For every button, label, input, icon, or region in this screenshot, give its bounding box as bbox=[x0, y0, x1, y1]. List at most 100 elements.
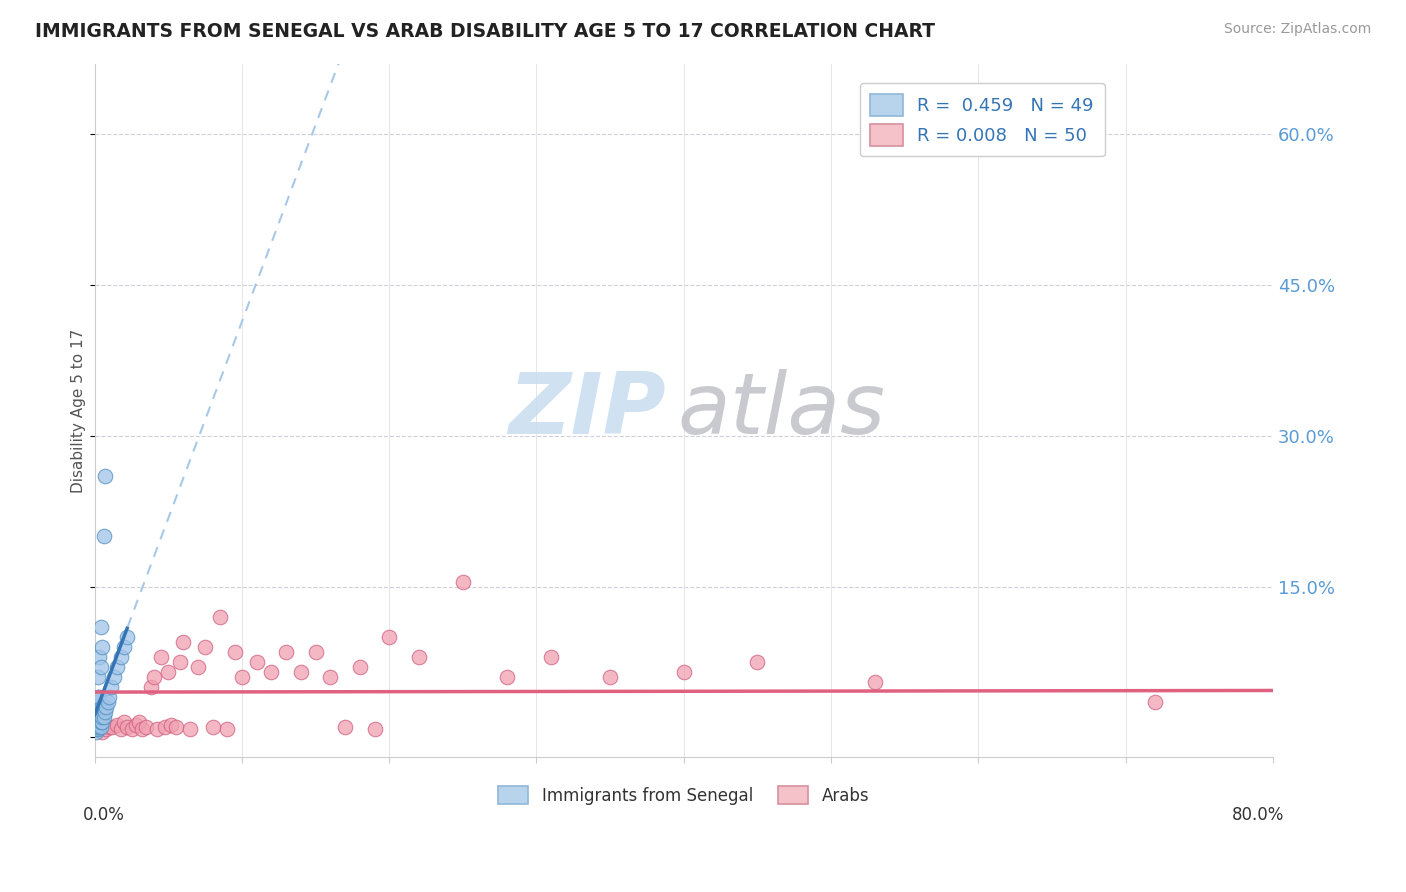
Point bbox=[84, 714, 107, 729]
Point bbox=[84, 700, 107, 714]
Point bbox=[496, 670, 519, 684]
Point bbox=[90, 720, 112, 734]
Point bbox=[86, 720, 108, 734]
Point bbox=[86, 670, 108, 684]
Point bbox=[84, 723, 107, 737]
Text: 0.0%: 0.0% bbox=[83, 806, 125, 824]
Point bbox=[110, 649, 132, 664]
Point bbox=[84, 705, 107, 719]
Text: 80.0%: 80.0% bbox=[1232, 806, 1285, 824]
Legend: Immigrants from Senegal, Arabs: Immigrants from Senegal, Arabs bbox=[492, 780, 876, 812]
Point bbox=[93, 529, 115, 543]
Point bbox=[100, 680, 122, 694]
Point bbox=[89, 710, 111, 724]
Point bbox=[112, 715, 135, 730]
Point bbox=[169, 655, 191, 669]
Point bbox=[89, 649, 111, 664]
Point bbox=[90, 715, 112, 730]
Point bbox=[179, 723, 201, 737]
Point bbox=[139, 680, 162, 694]
Point bbox=[90, 660, 112, 674]
Point bbox=[84, 695, 107, 709]
Point bbox=[98, 720, 121, 734]
Point bbox=[86, 712, 108, 726]
Point bbox=[93, 710, 115, 724]
Point bbox=[91, 725, 114, 739]
Point bbox=[94, 705, 117, 719]
Point bbox=[89, 705, 111, 719]
Point bbox=[105, 718, 128, 732]
Point bbox=[246, 655, 269, 669]
Point bbox=[84, 720, 107, 734]
Point bbox=[1143, 695, 1166, 709]
Point bbox=[89, 720, 111, 734]
Point bbox=[115, 630, 138, 644]
Point bbox=[160, 718, 183, 732]
Point bbox=[149, 649, 172, 664]
Point bbox=[89, 718, 111, 732]
Point bbox=[89, 715, 111, 730]
Point bbox=[157, 665, 180, 679]
Point bbox=[155, 720, 177, 734]
Point bbox=[599, 670, 621, 684]
Point bbox=[94, 469, 117, 483]
Point bbox=[86, 702, 108, 716]
Point bbox=[112, 640, 135, 654]
Point bbox=[187, 660, 209, 674]
Point bbox=[290, 665, 312, 679]
Point bbox=[84, 710, 107, 724]
Point bbox=[91, 710, 114, 724]
Text: Source: ZipAtlas.com: Source: ZipAtlas.com bbox=[1223, 22, 1371, 37]
Point bbox=[131, 723, 153, 737]
Point bbox=[103, 670, 125, 684]
Point bbox=[135, 720, 157, 734]
Text: atlas: atlas bbox=[678, 369, 886, 452]
Point bbox=[747, 655, 769, 669]
Point bbox=[86, 708, 108, 723]
Point bbox=[451, 574, 474, 589]
Point bbox=[231, 670, 253, 684]
Point bbox=[128, 715, 150, 730]
Point bbox=[378, 630, 401, 644]
Point bbox=[96, 723, 118, 737]
Point bbox=[86, 723, 108, 737]
Point bbox=[90, 620, 112, 634]
Point bbox=[194, 640, 217, 654]
Point bbox=[333, 720, 356, 734]
Point bbox=[217, 723, 239, 737]
Point bbox=[142, 670, 165, 684]
Point bbox=[349, 660, 371, 674]
Y-axis label: Disability Age 5 to 17: Disability Age 5 to 17 bbox=[72, 328, 86, 493]
Point bbox=[96, 700, 118, 714]
Point bbox=[86, 690, 108, 705]
Point bbox=[89, 690, 111, 705]
Text: ZIP: ZIP bbox=[509, 369, 666, 452]
Point bbox=[91, 700, 114, 714]
Point bbox=[115, 720, 138, 734]
Point bbox=[304, 645, 326, 659]
Point bbox=[125, 718, 148, 732]
Point bbox=[165, 720, 187, 734]
Point bbox=[863, 675, 886, 690]
Point bbox=[86, 715, 108, 730]
Point bbox=[260, 665, 283, 679]
Point bbox=[90, 710, 112, 724]
Point bbox=[110, 723, 132, 737]
Point bbox=[84, 718, 107, 732]
Point bbox=[363, 723, 385, 737]
Point bbox=[201, 720, 224, 734]
Text: IMMIGRANTS FROM SENEGAL VS ARAB DISABILITY AGE 5 TO 17 CORRELATION CHART: IMMIGRANTS FROM SENEGAL VS ARAB DISABILI… bbox=[35, 22, 935, 41]
Point bbox=[93, 700, 115, 714]
Point bbox=[101, 720, 124, 734]
Point bbox=[408, 649, 430, 664]
Point bbox=[540, 649, 562, 664]
Point bbox=[208, 609, 231, 624]
Point bbox=[224, 645, 246, 659]
Point bbox=[97, 695, 120, 709]
Point bbox=[98, 690, 121, 705]
Point bbox=[105, 660, 128, 674]
Point bbox=[84, 725, 107, 739]
Point bbox=[145, 723, 167, 737]
Point bbox=[121, 723, 143, 737]
Point bbox=[172, 635, 194, 649]
